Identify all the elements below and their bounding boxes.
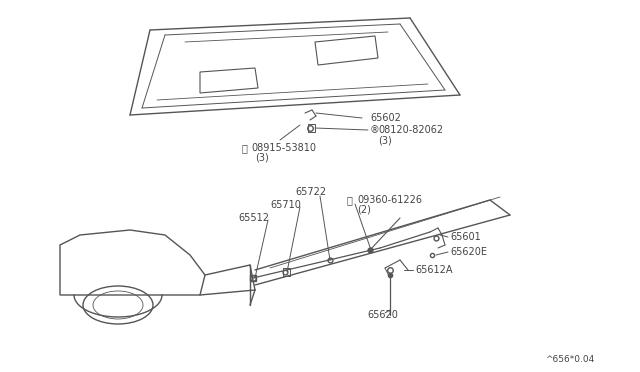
Text: (3): (3) — [255, 152, 269, 162]
Text: 65612A: 65612A — [415, 265, 452, 275]
Text: Ⓦ: Ⓦ — [242, 143, 248, 153]
Text: 08915-53810: 08915-53810 — [251, 143, 316, 153]
Text: 65620: 65620 — [367, 310, 398, 320]
Text: (3): (3) — [378, 135, 392, 145]
Text: 65710: 65710 — [270, 200, 301, 210]
Text: Ⓢ: Ⓢ — [347, 195, 353, 205]
Text: ^656*0.04: ^656*0.04 — [545, 356, 595, 365]
Text: 65602: 65602 — [370, 113, 401, 123]
Text: 08120-82062: 08120-82062 — [378, 125, 443, 135]
Text: ®: ® — [370, 125, 380, 135]
Text: 09360-61226: 09360-61226 — [357, 195, 422, 205]
Text: (2): (2) — [357, 204, 371, 214]
Text: 65512: 65512 — [238, 213, 269, 223]
Text: 65601: 65601 — [450, 232, 481, 242]
Text: 65722: 65722 — [295, 187, 326, 197]
Text: 65620E: 65620E — [450, 247, 487, 257]
